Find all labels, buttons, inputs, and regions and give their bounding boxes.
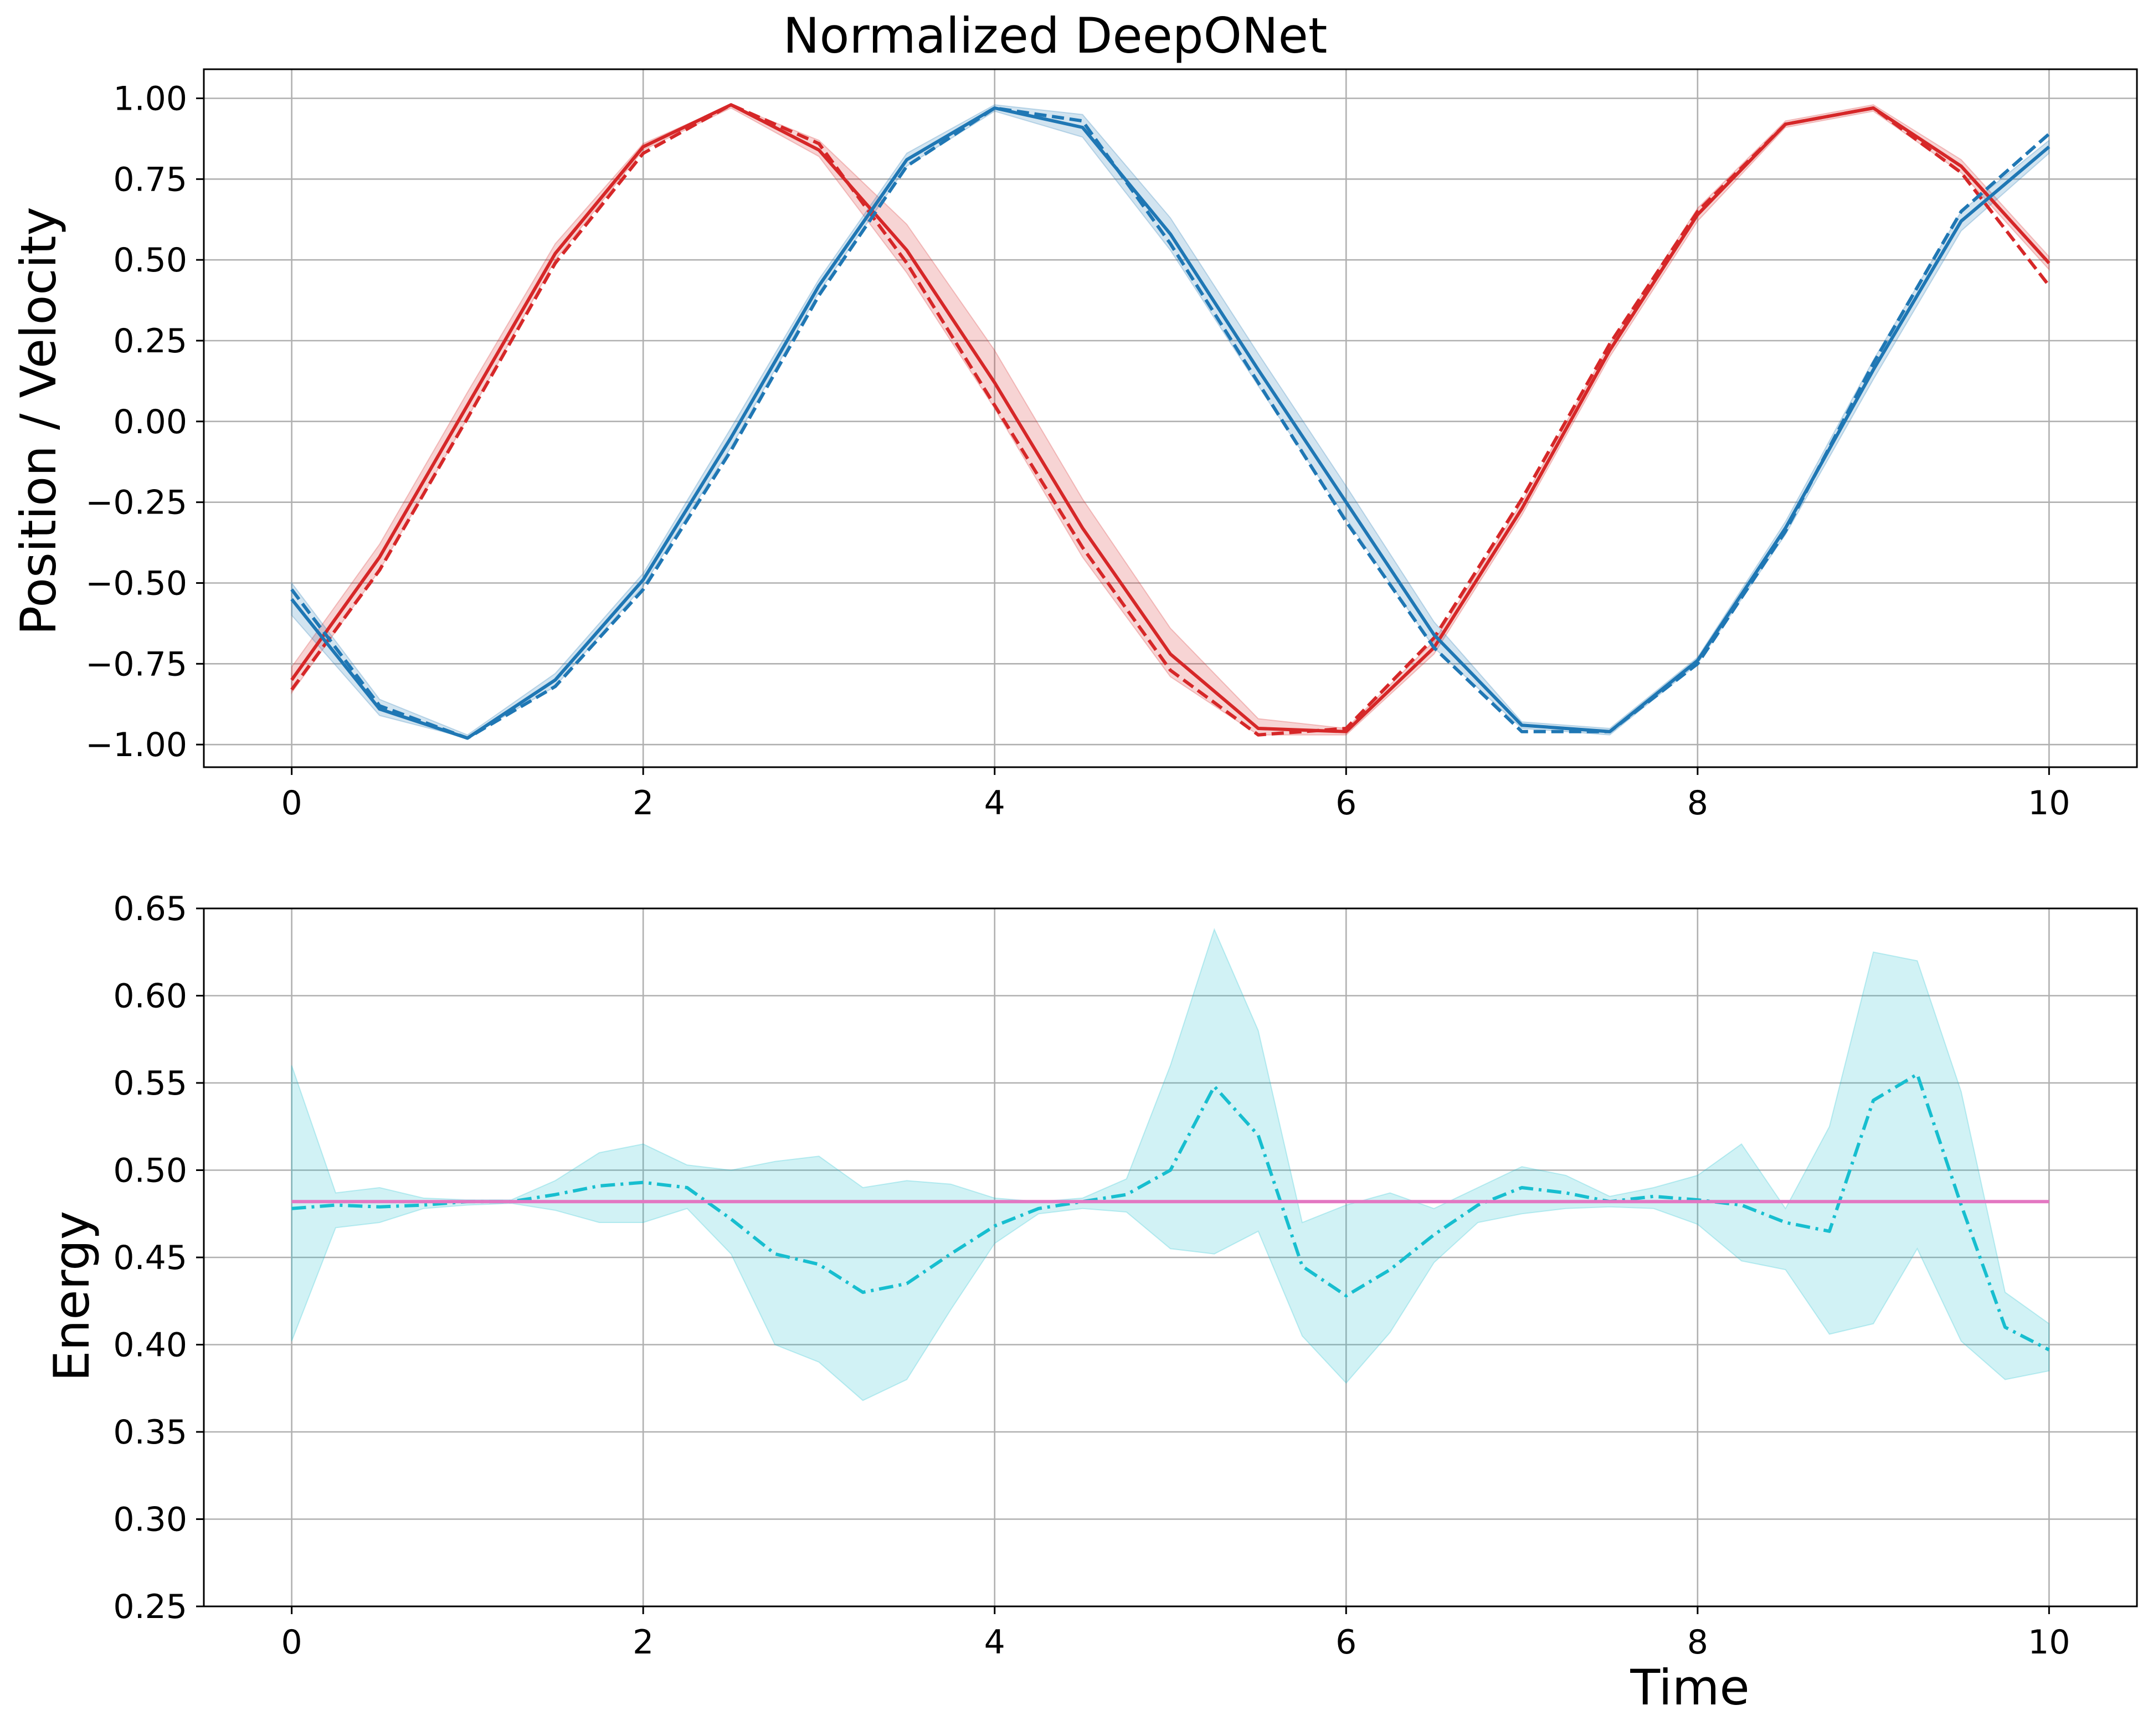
energy-x-tick-label-1: 2 xyxy=(633,1623,654,1662)
pos-x-tick-label-5: 10 xyxy=(2028,784,2070,823)
energy-x-tick-label-5: 10 xyxy=(2028,1623,2070,1662)
pos-y-tick-label-7: 0.75 xyxy=(113,160,187,199)
energy-y-tick-label-7: 0.60 xyxy=(113,977,187,1016)
pos-y-tick-label-0: −1.00 xyxy=(85,726,187,764)
pos-x-tick-label-1: 2 xyxy=(633,784,654,823)
energy-y-tick-label-2: 0.35 xyxy=(113,1413,187,1452)
energy-x-tick-label-2: 4 xyxy=(984,1623,1005,1662)
energy-y-tick-label-4: 0.45 xyxy=(113,1239,187,1277)
energy-ylabel: Energy xyxy=(43,1211,100,1381)
energy-y-tick-label-5: 0.50 xyxy=(113,1152,187,1190)
pos-y-tick-label-2: −0.50 xyxy=(85,564,187,603)
energy-x-tick-label-4: 8 xyxy=(1687,1623,1708,1662)
energy-panel: 0 2 4 6 8 10 0.25 0.30 0.35 0.40 0.45 0.50 0.55 0.60 0… xyxy=(113,890,2138,1662)
pos-axes-frame xyxy=(203,68,2138,768)
pos-series-line-1 xyxy=(290,103,2051,737)
energy-y-tick-label-8: 0.65 xyxy=(113,890,187,928)
pos-y-tick-label-6: 0.50 xyxy=(113,241,187,280)
position-velocity-panel: 0 2 4 6 8 10 −1.00 −0.75 −0.50 −0.25 0.00 0.25 0.50 0… xyxy=(85,68,2138,823)
pos-uncertainty-band-0 xyxy=(291,104,2050,736)
pos-y-tick-label-5: 0.25 xyxy=(113,322,187,361)
pos-x-tick-label-4: 8 xyxy=(1687,784,1708,823)
energy-y-tick-label-6: 0.55 xyxy=(113,1064,187,1103)
energy-series-line-0 xyxy=(291,1072,2050,1352)
energy-y-tick-label-3: 0.40 xyxy=(113,1326,187,1365)
pos-x-tick-label-2: 4 xyxy=(984,784,1005,823)
energy-xlabel: Time xyxy=(1630,1659,1749,1716)
pos-y-tick-label-4: 0.00 xyxy=(113,403,187,441)
pos-x-tick-label-0: 0 xyxy=(281,784,302,823)
energy-y-tick-label-0: 0.25 xyxy=(113,1588,187,1626)
energy-x-tick-label-0: 0 xyxy=(281,1623,302,1662)
position-ylabel: Position / Velocity xyxy=(10,207,67,635)
pos-y-tick-label-8: 1.00 xyxy=(113,80,187,119)
energy-x-tick-label-3: 6 xyxy=(1335,1623,1356,1662)
pos-series-line-2 xyxy=(290,106,2051,740)
pos-y-tick-label-1: −0.75 xyxy=(85,645,187,684)
pos-y-tick-label-3: −0.25 xyxy=(85,484,187,522)
pos-series-line-3 xyxy=(290,106,2051,740)
energy-y-tick-label-1: 0.30 xyxy=(113,1501,187,1539)
energy-uncertainty-band-0 xyxy=(291,927,2050,1401)
chart-title: Normalized DeepONet xyxy=(783,7,1328,64)
pos-x-tick-label-3: 6 xyxy=(1335,784,1356,823)
